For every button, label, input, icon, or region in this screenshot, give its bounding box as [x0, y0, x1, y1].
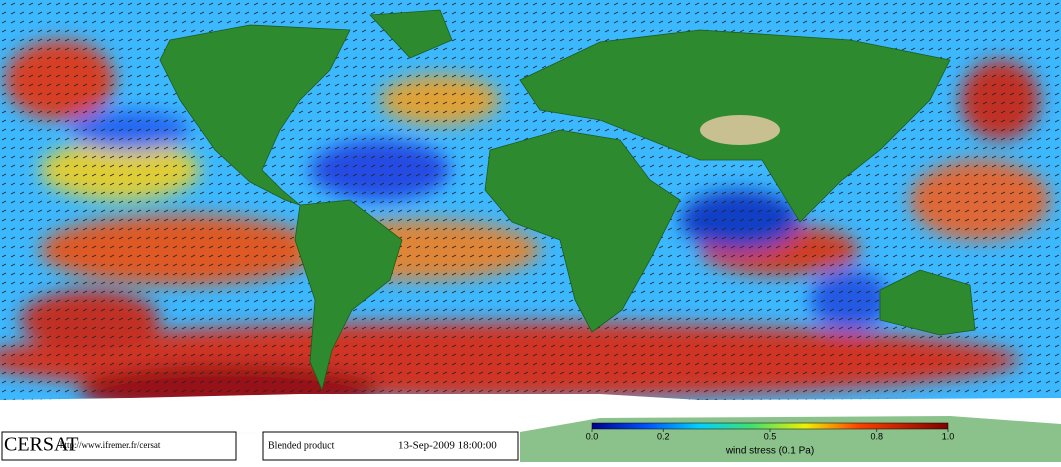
logo-box [1, 431, 237, 461]
product-box [262, 431, 519, 461]
colorbar-label: wind stress (0.1 Pa) [725, 446, 814, 457]
land [159, 9, 976, 392]
product-name: Blended product [268, 440, 335, 451]
colorbar-tick-label: 1.0 [942, 431, 955, 441]
colorbar-tick-label: 0.2 [657, 431, 670, 441]
url: http://www.ifremer.fr/cersat [60, 440, 161, 450]
info-panel: CERSAT http://www.ifremer.fr/cersat Blen… [1, 431, 519, 461]
logo: CERSAT [4, 434, 78, 456]
colorbar-tick-label: 0.5 [764, 431, 777, 441]
timestamp: 13-Sep-2009 18:00:00 [398, 440, 497, 452]
colorbar-tick-label: 0.8 [871, 431, 884, 441]
colorbar-ramp [591, 422, 949, 430]
colorbar-tick-label: 0.0 [586, 431, 599, 441]
colorbar: wind stress (0.1 Pa) 0.0 0.2 0.5 0.8 1.0 [586, 422, 955, 457]
